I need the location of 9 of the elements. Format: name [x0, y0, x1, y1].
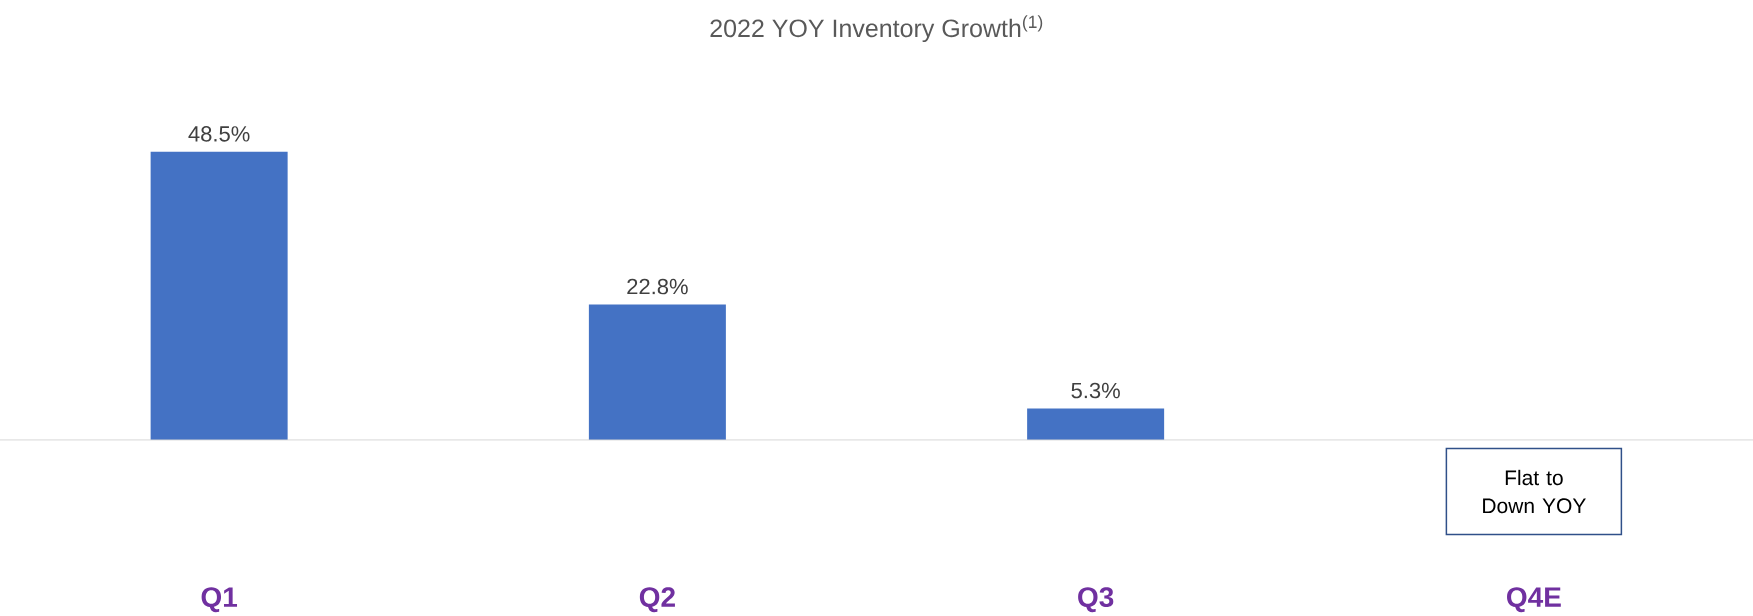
data-label: 48.5%: [188, 126, 250, 142]
text: Flat to Down YOY: [1483, 469, 1586, 514]
x-tick-label: Q2: [639, 587, 675, 613]
chart-title: 2022 YOY Inventory Growth$^{(1)}$: [710, 15, 1043, 43]
x-tick-label: Q3: [1078, 587, 1114, 613]
x-tick-label: Q1: [201, 587, 238, 613]
x-tick-label: Q4E: [1507, 587, 1561, 613]
data-label: 22.8%: [627, 278, 688, 295]
data-label: 5.3%: [1071, 382, 1120, 399]
